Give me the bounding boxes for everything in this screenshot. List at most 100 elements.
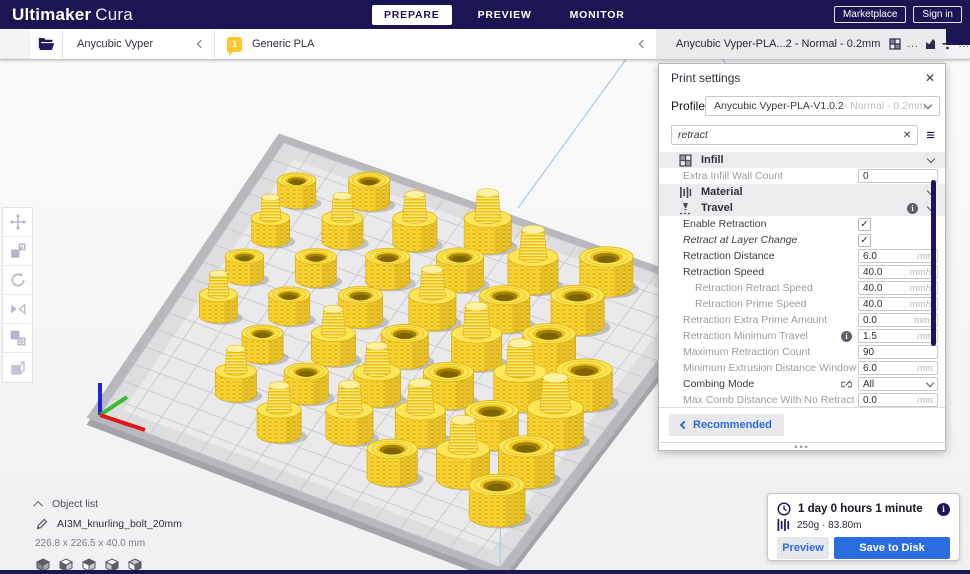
app-header: Ultimaker Cura PREPARE PREVIEW MONITOR Mark… <box>0 0 970 29</box>
panel-resize-handle[interactable]: ••• <box>659 442 945 451</box>
setting-row: Minimum Extrusion Distance Window 6.0 mm <box>659 360 945 376</box>
view-top-icon[interactable] <box>82 558 96 572</box>
preview-button[interactable]: Preview <box>777 537 829 559</box>
setting-value: 0.0 <box>863 314 877 326</box>
scale-tool-button[interactable] <box>3 237 32 266</box>
marketplace-button[interactable]: Marketplace <box>833 6 907 23</box>
per-model-settings-button[interactable] <box>3 324 32 353</box>
printer-selector[interactable]: Anycubic Vyper <box>63 29 215 59</box>
category-material[interactable]: Material <box>659 184 945 200</box>
setting-value-field[interactable]: 40.0 mm/s <box>858 297 938 311</box>
setting-label: Retraction Extra Prime Amount <box>683 314 828 326</box>
stage-tab-monitor[interactable]: MONITOR <box>569 8 625 21</box>
setting-value-field[interactable]: 0 <box>858 169 938 183</box>
header-corner <box>946 29 970 45</box>
setting-unit: mm <box>917 362 933 374</box>
setting-row: Retract at Layer Change ✓ <box>659 232 945 248</box>
setting-value-field[interactable]: 0.0 mm³ <box>858 313 938 327</box>
view-left-icon[interactable] <box>105 558 119 572</box>
info-icon[interactable]: i <box>937 502 950 516</box>
object-info: Object list AI3M_knurling_bolt_20mm 226.… <box>33 498 182 572</box>
mirror-icon <box>10 303 25 315</box>
brand-light: Cura <box>95 4 133 24</box>
setting-value-field[interactable]: 40.0 mm/s <box>858 281 938 295</box>
setting-value-field[interactable]: 40.0 mm/s <box>858 265 938 279</box>
stage-tab-prepare[interactable]: PREPARE <box>372 4 452 25</box>
recommended-button[interactable]: Recommended <box>669 414 784 436</box>
setting-row: Retraction Retract Speed 40.0 mm/s <box>659 280 945 296</box>
material-icon <box>679 186 692 199</box>
collapse-left-icon <box>638 39 648 49</box>
header-right: Marketplace Sign in <box>833 0 962 29</box>
model-name-row[interactable]: AI3M_knurling_bolt_20mm <box>36 518 182 530</box>
setting-row: Retraction Speed 40.0 mm/s <box>659 264 945 280</box>
app-logo: Ultimaker Cura <box>12 5 133 25</box>
profile-dropdown[interactable]: Anycubic Vyper-PLA-V1.0.2 - Normal - 0.2… <box>705 96 941 116</box>
settings-menu-icon[interactable]: ≡ <box>926 126 935 144</box>
setting-row: Maximum Retraction Count 90 <box>659 344 945 360</box>
profile-row: Profile Anycubic Vyper-PLA-V1.0.2 - Norm… <box>659 90 945 120</box>
setting-label: Combing Mode <box>683 378 755 390</box>
setting-value-field[interactable]: 0.0 mm <box>858 393 938 407</box>
panel-title: Print settings <box>671 71 741 85</box>
rotate-tool-button[interactable] <box>3 266 32 295</box>
save-to-disk-button[interactable]: Save to Disk <box>834 537 950 559</box>
setting-label: Enable Retraction <box>683 218 767 230</box>
setting-value-field[interactable]: 1.5 mm <box>858 329 938 343</box>
view-3d-icon[interactable] <box>36 558 50 572</box>
info-icon[interactable]: i <box>841 330 852 342</box>
setting-label: Retraction Distance <box>683 250 775 262</box>
setting-unit: mm/s <box>909 266 933 278</box>
signin-button[interactable]: Sign in <box>913 6 962 23</box>
setting-checkbox[interactable]: ✓ <box>858 233 871 247</box>
move-tool-button[interactable] <box>3 208 32 237</box>
mirror-tool-button[interactable] <box>3 295 32 324</box>
support-blocker-icon <box>10 360 25 375</box>
infill-icon <box>679 153 692 167</box>
extruder-number: 1 <box>231 39 237 49</box>
open-folder-icon <box>38 38 54 50</box>
info-icon[interactable]: i <box>907 202 918 214</box>
setting-value: 1.5 <box>863 330 877 342</box>
setting-value: 6.0 <box>863 362 877 374</box>
category-travel[interactable]: Travel i <box>659 200 945 216</box>
setting-value-field[interactable]: 90 <box>858 345 938 359</box>
settings-search-input[interactable]: retract ✕ <box>671 125 919 145</box>
material-selector[interactable]: 1 Generic PLA <box>215 29 656 59</box>
setting-label: Extra Infill Wall Count <box>683 170 783 182</box>
setting-label: Maximum Retraction Count <box>683 346 811 358</box>
chevron-down-icon <box>926 154 936 163</box>
link-icon[interactable] <box>841 379 852 390</box>
setting-value-field[interactable]: 6.0 mm <box>858 249 938 263</box>
close-icon[interactable]: ✕ <box>924 71 935 85</box>
setting-unit: mm/s <box>909 298 933 310</box>
setting-label: Retraction Speed <box>683 266 765 278</box>
setting-dropdown[interactable]: All <box>858 377 938 391</box>
setting-row: Max Comb Distance With No Retract 0.0 mm <box>659 392 945 407</box>
setting-checkbox[interactable]: ✓ <box>858 217 871 231</box>
view-right-icon[interactable] <box>128 558 142 572</box>
object-list-toggle[interactable]: Object list <box>33 498 182 511</box>
setting-label: Retract at Layer Change <box>683 234 798 246</box>
support-blocker-button[interactable] <box>3 353 32 382</box>
profile-suffix: - Normal - 0.2mm <box>843 100 926 112</box>
rotate-icon <box>11 272 24 287</box>
clear-search-icon[interactable]: ✕ <box>902 129 912 141</box>
scrollbar[interactable] <box>931 180 936 346</box>
setting-row: Retraction Distance 6.0 mm <box>659 248 945 264</box>
print-settings-selector[interactable]: Anycubic Vyper-PLA...2 - Normal - 0.2mm … <box>656 29 969 59</box>
tool-column <box>2 207 33 383</box>
open-file-button[interactable] <box>30 29 63 59</box>
stage-tab-preview[interactable]: PREVIEW <box>477 8 532 21</box>
setting-value: 6.0 <box>863 250 877 262</box>
category-infill[interactable]: Infill <box>659 152 945 168</box>
setting-unit: mm <box>917 330 933 342</box>
profile-name: Anycubic Vyper-PLA-V1.0.2 <box>714 100 844 112</box>
material-usage-row: 250g · 83.80m <box>777 519 950 531</box>
toolbar-shadow <box>0 58 970 63</box>
setting-value-field[interactable]: 6.0 mm <box>858 361 938 375</box>
print-settings-panel: Print settings ✕ Profile Anycubic Vyper-… <box>658 63 946 451</box>
model-dimensions: 226.8 x 226.5 x 40.0 mm <box>35 538 146 549</box>
setting-value: 0 <box>863 170 869 182</box>
ellipsis: ... <box>907 38 919 50</box>
